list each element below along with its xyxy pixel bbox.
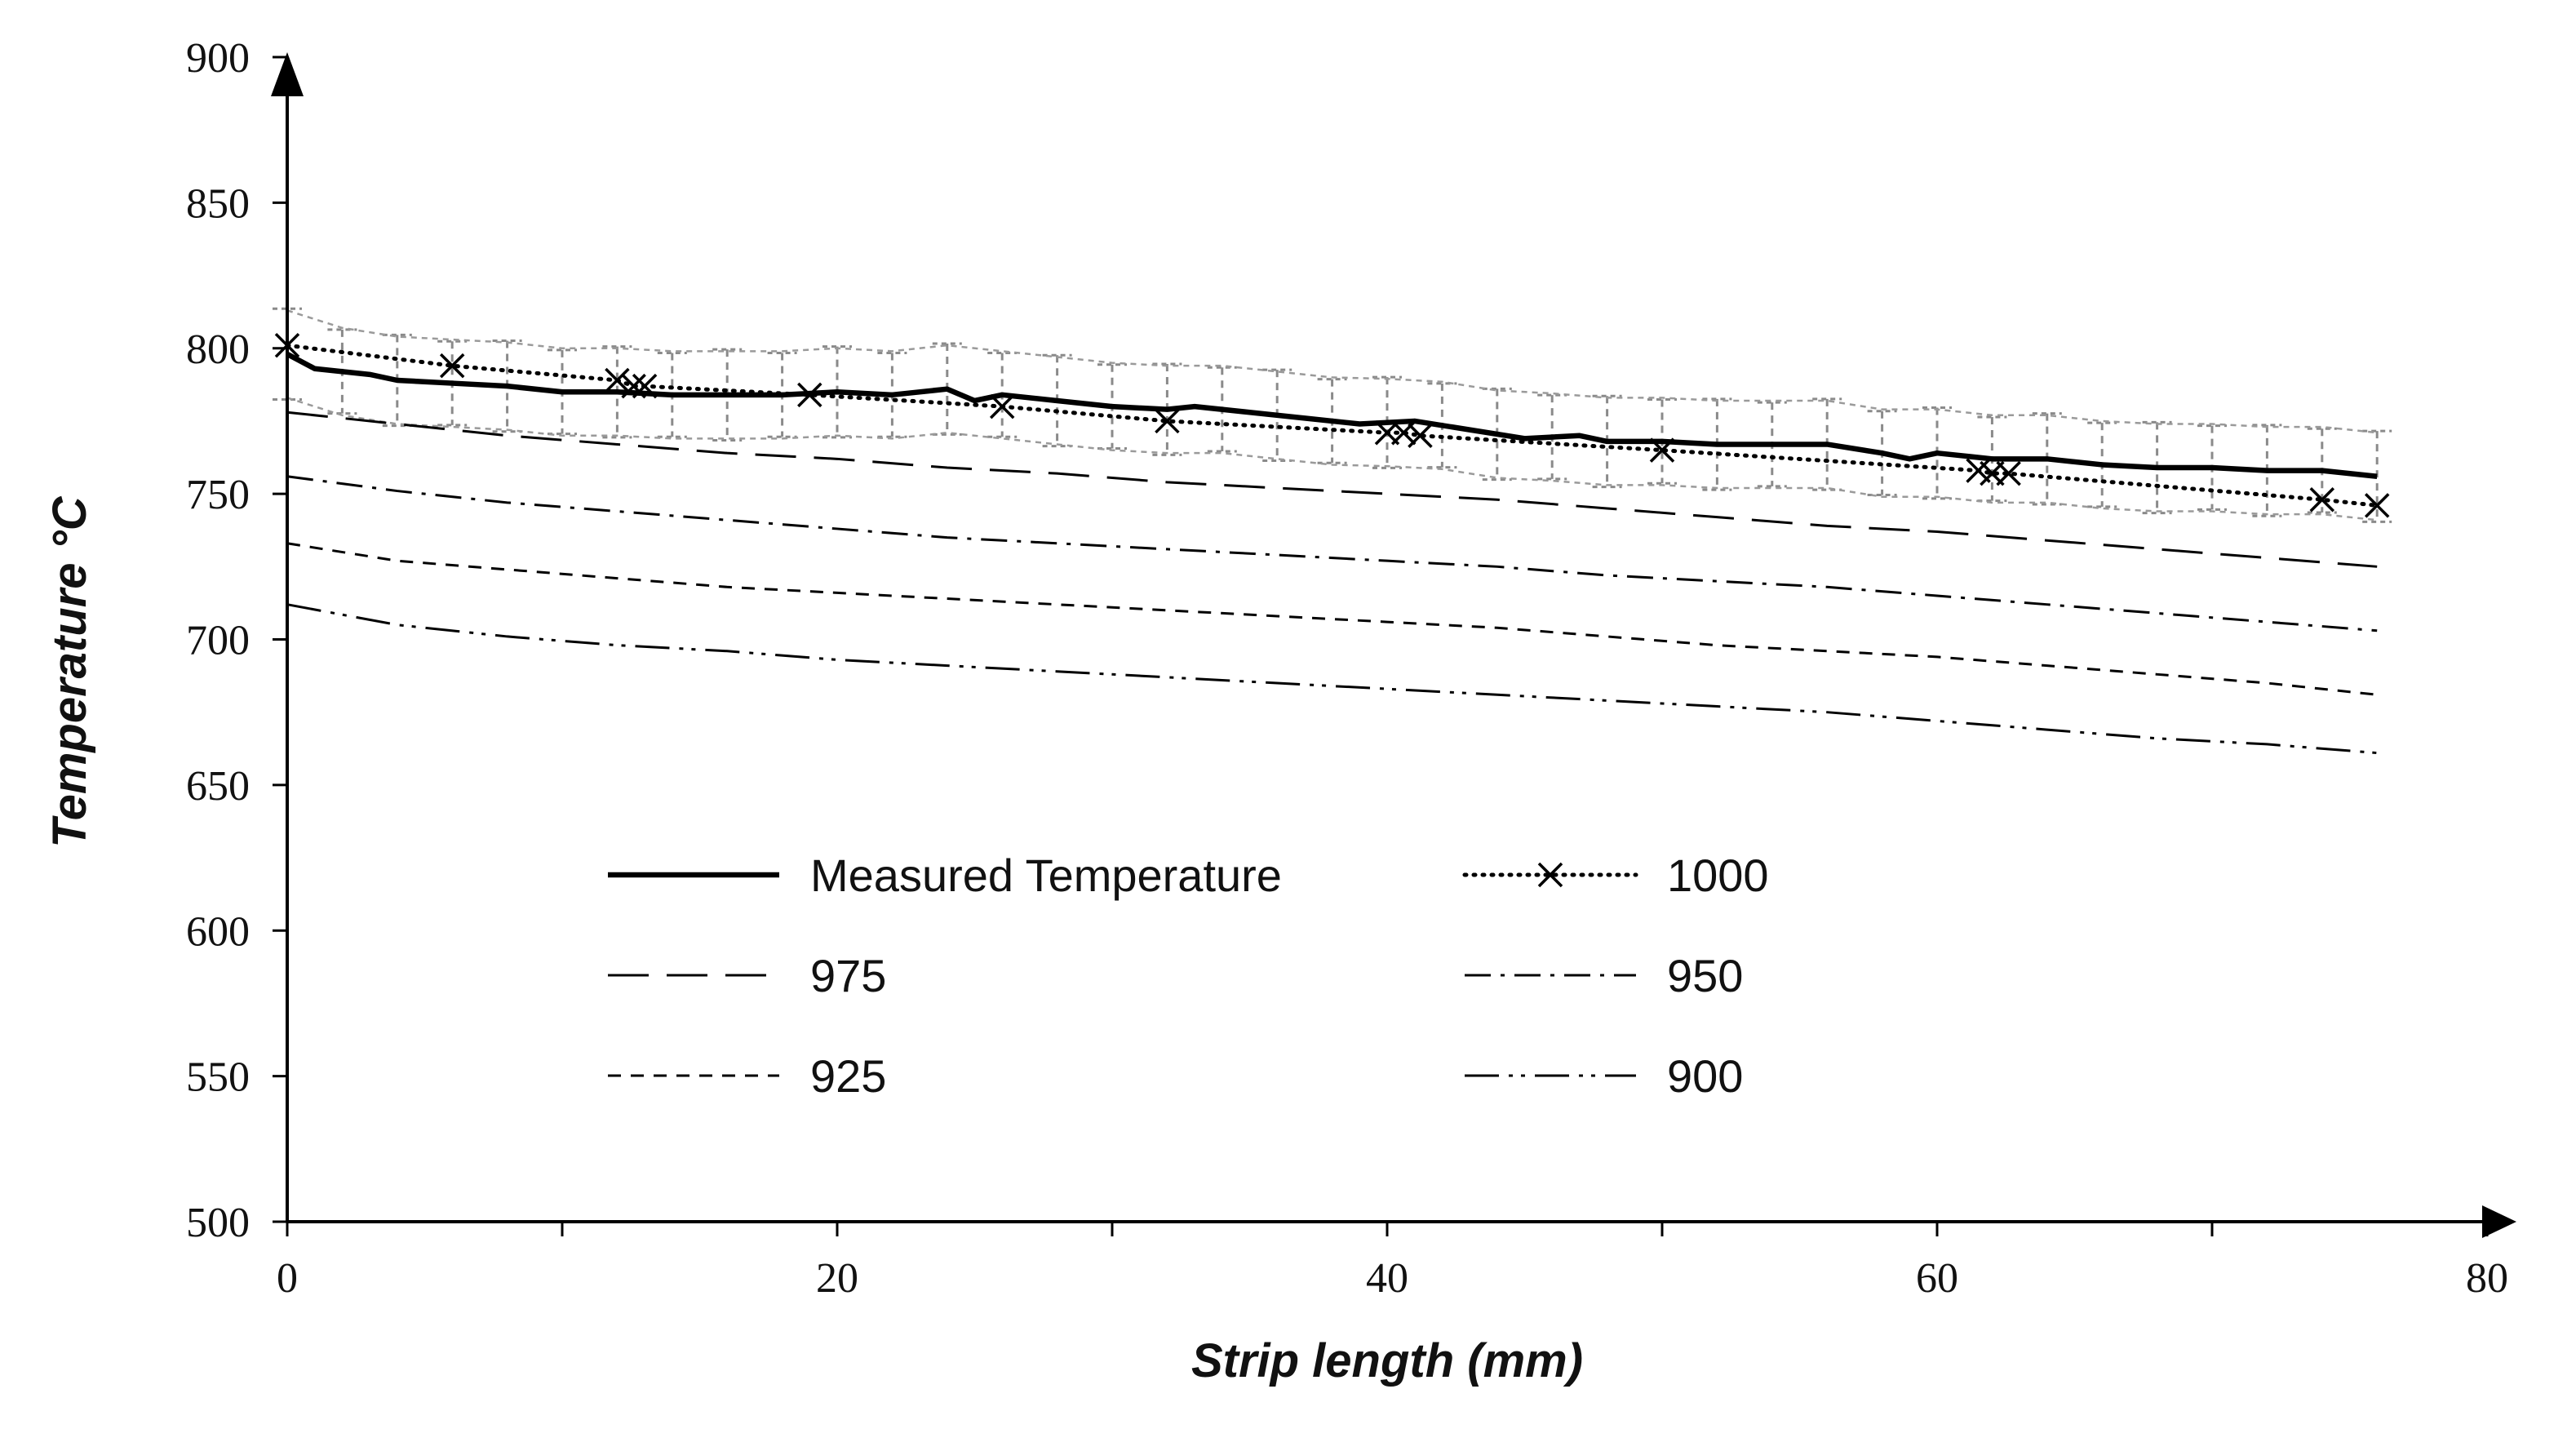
y-tick-label: 650 (186, 763, 250, 810)
error-band-group (273, 307, 2392, 523)
series-marker-1000 (1996, 460, 2021, 486)
error-band-lower (286, 397, 2378, 521)
y-axis-title: Temperature °C (43, 495, 96, 847)
y-tick-label: 750 (186, 472, 250, 518)
x-marker-stroke (989, 393, 1015, 419)
series-line-925 (286, 542, 2378, 696)
legend-item-1000: 1000 (1462, 850, 1769, 901)
y-tick-label: 700 (186, 618, 250, 664)
x-marker-stroke (1408, 423, 1433, 449)
legend: Measured Temperature 1000 975 950 925 900 (608, 850, 1769, 1102)
legend-label: 900 (1667, 1050, 1743, 1102)
axes-group (271, 52, 2516, 1238)
x-tick-label: 60 (1916, 1255, 1958, 1302)
x-marker-stroke (1966, 458, 1991, 483)
legend-label: 950 (1667, 950, 1743, 1001)
y-tick-label: 800 (186, 326, 250, 373)
x-marker-stroke (2364, 493, 2390, 518)
x-marker-stroke (439, 353, 465, 379)
legend-item-900: 900 (1465, 1050, 1743, 1102)
x-marker-stroke (605, 367, 630, 393)
legend-item-950: 950 (1465, 950, 1743, 1001)
x-marker-stroke (1155, 408, 1180, 434)
legend-item-measured-temperature: Measured Temperature (608, 850, 1282, 901)
x-axis-title: Strip length (mm) (1191, 1334, 1583, 1387)
x-tick-label: 80 (2466, 1255, 2508, 1302)
series-line-900 (286, 603, 2378, 755)
y-axis-arrow (271, 52, 304, 96)
legend-label: Measured Temperature (810, 850, 1282, 901)
y-tick-label: 900 (186, 35, 250, 82)
legend-swatch-marker (1537, 862, 1563, 888)
x-tick-label: 40 (1366, 1255, 1408, 1302)
series-marker-1000 (1155, 408, 1180, 434)
legend-label: 1000 (1667, 850, 1769, 901)
x-axis-arrow (2482, 1205, 2516, 1238)
series-marker-1000 (439, 353, 465, 379)
y-tick-label: 500 (186, 1200, 250, 1246)
series-line-measured-temperature (286, 352, 2378, 479)
x-marker-stroke (1996, 460, 2021, 486)
series-marker-1000 (2364, 493, 2390, 518)
y-tick-label: 550 (186, 1054, 250, 1101)
y-tick-label: 850 (186, 180, 250, 227)
x-marker-stroke (1537, 862, 1563, 888)
y-tick-label: 600 (186, 908, 250, 955)
x-marker-stroke (2309, 487, 2335, 513)
series-line-950 (286, 475, 2378, 632)
legend-item-925: 925 (608, 1050, 886, 1102)
ticks-group: 500 550 600 650 700 750 800 850 900 0 20 40 60 80 (186, 35, 2508, 1302)
x-tick-label: 0 (277, 1255, 298, 1302)
series-marker-1000 (2309, 487, 2335, 513)
legend-item-975: 975 (608, 950, 886, 1001)
series-group (274, 332, 2390, 755)
series-marker-1000 (605, 367, 630, 393)
x-tick-label: 20 (816, 1255, 858, 1302)
series-marker-1000 (1408, 423, 1433, 449)
legend-label: 975 (810, 950, 886, 1001)
error-band-upper (286, 309, 2378, 434)
legend-label: 925 (810, 1050, 886, 1102)
